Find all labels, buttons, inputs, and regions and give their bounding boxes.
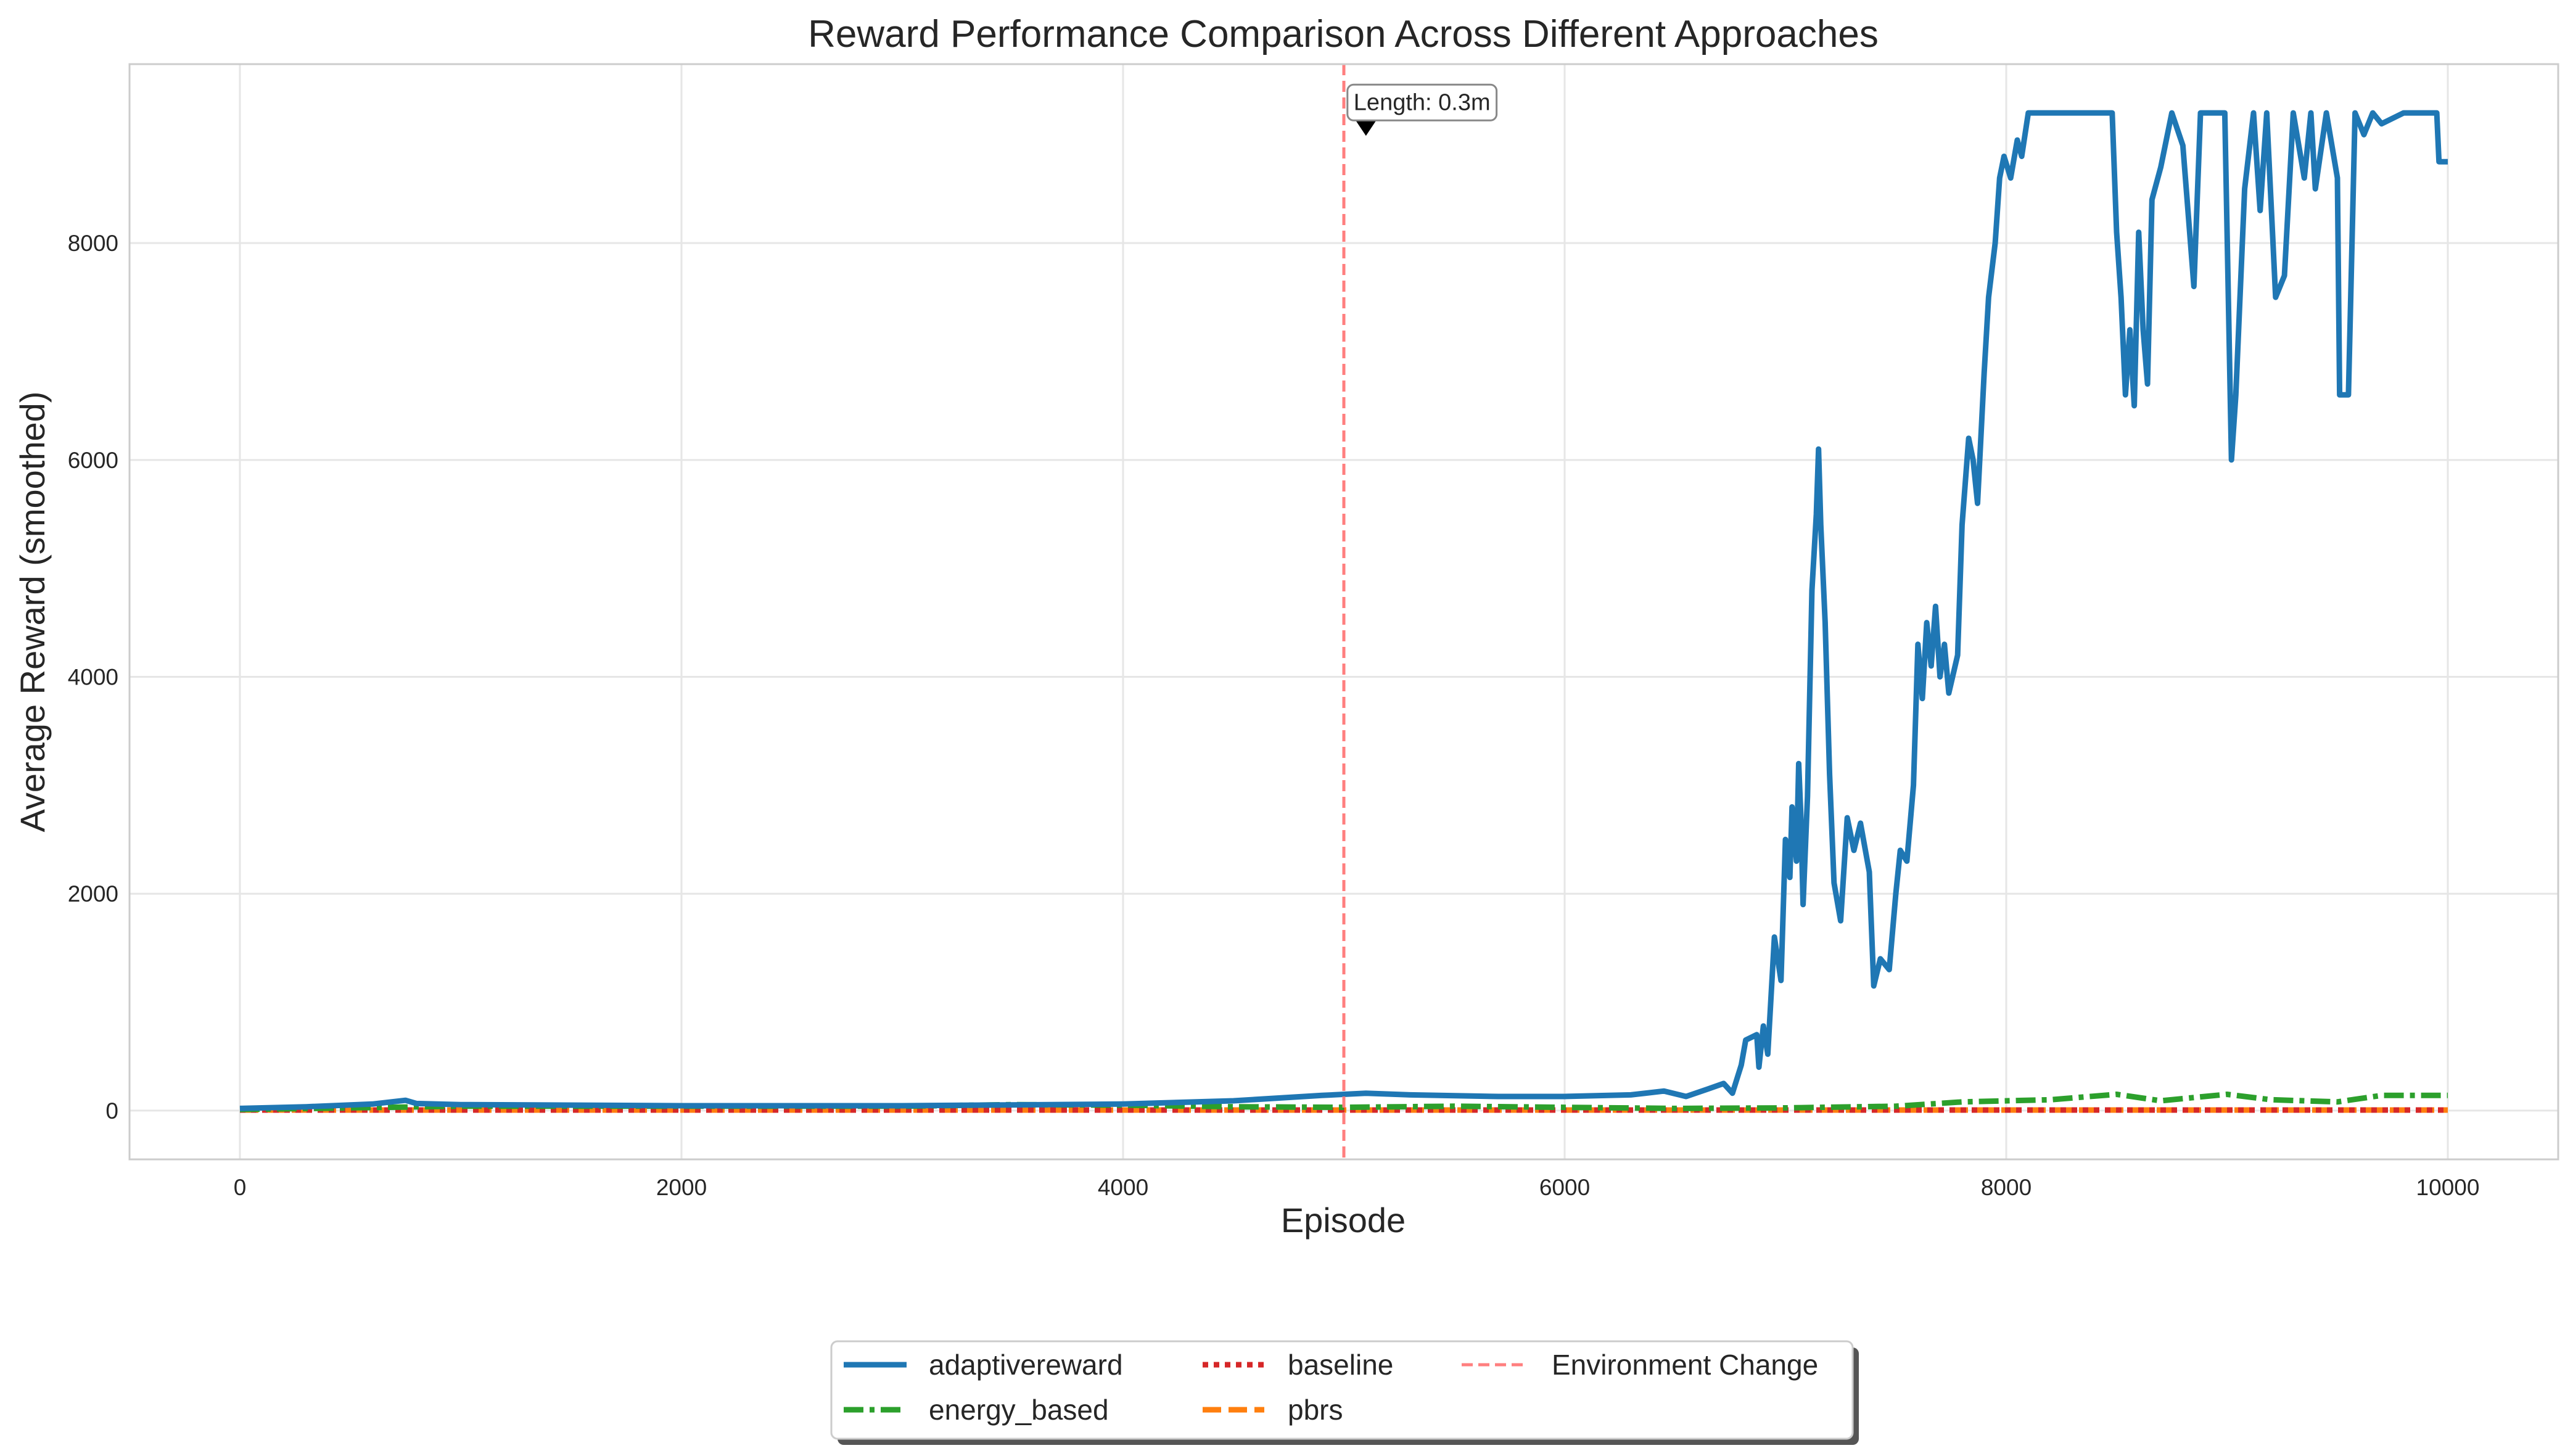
tick-labels: 0 2000 4000 6000 8000 10000 0 2000 4000 6000 8000 bbox=[68, 231, 2480, 1200]
annotation: Length: 0.3m bbox=[1346, 83, 1498, 136]
y-tick-label: 4000 bbox=[68, 665, 118, 690]
x-axis-title: Episode bbox=[1281, 1201, 1406, 1240]
annotation-arrow-icon bbox=[1356, 121, 1376, 136]
legend-label-energy-based: energy_based bbox=[929, 1394, 1109, 1426]
plot-frame bbox=[128, 63, 2559, 1161]
y-tick-label: 6000 bbox=[68, 448, 118, 473]
legend-label-pbrs: pbrs bbox=[1288, 1394, 1343, 1426]
legend: adaptivereward energy_based baseline pbr… bbox=[830, 1340, 1859, 1445]
chart-title: Reward Performance Comparison Across Dif… bbox=[808, 13, 1879, 56]
legend-label-baseline: baseline bbox=[1288, 1349, 1393, 1381]
legend-box bbox=[830, 1340, 1854, 1440]
annotation-label: Length: 0.3m bbox=[1354, 89, 1491, 115]
y-tick-label: 8000 bbox=[68, 231, 118, 256]
y-tick-label: 2000 bbox=[68, 881, 118, 907]
x-tick-label: 4000 bbox=[1098, 1175, 1148, 1200]
legend-label-environment-change: Environment Change bbox=[1552, 1349, 1818, 1381]
x-tick-label: 6000 bbox=[1539, 1175, 1590, 1200]
annotation-box bbox=[1346, 83, 1498, 121]
legend-label-adaptivereward: adaptivereward bbox=[929, 1349, 1123, 1381]
series-lines bbox=[239, 110, 2448, 1113]
y-tick-label: 0 bbox=[105, 1098, 118, 1124]
x-tick-label: 0 bbox=[234, 1175, 247, 1200]
series-line-adaptivereward bbox=[239, 110, 2448, 1111]
y-axis-title: Average Reward (smoothed) bbox=[13, 392, 52, 833]
x-tick-label: 2000 bbox=[656, 1175, 707, 1200]
x-tick-label: 10000 bbox=[2416, 1175, 2480, 1200]
x-tick-label: 8000 bbox=[1981, 1175, 2032, 1200]
